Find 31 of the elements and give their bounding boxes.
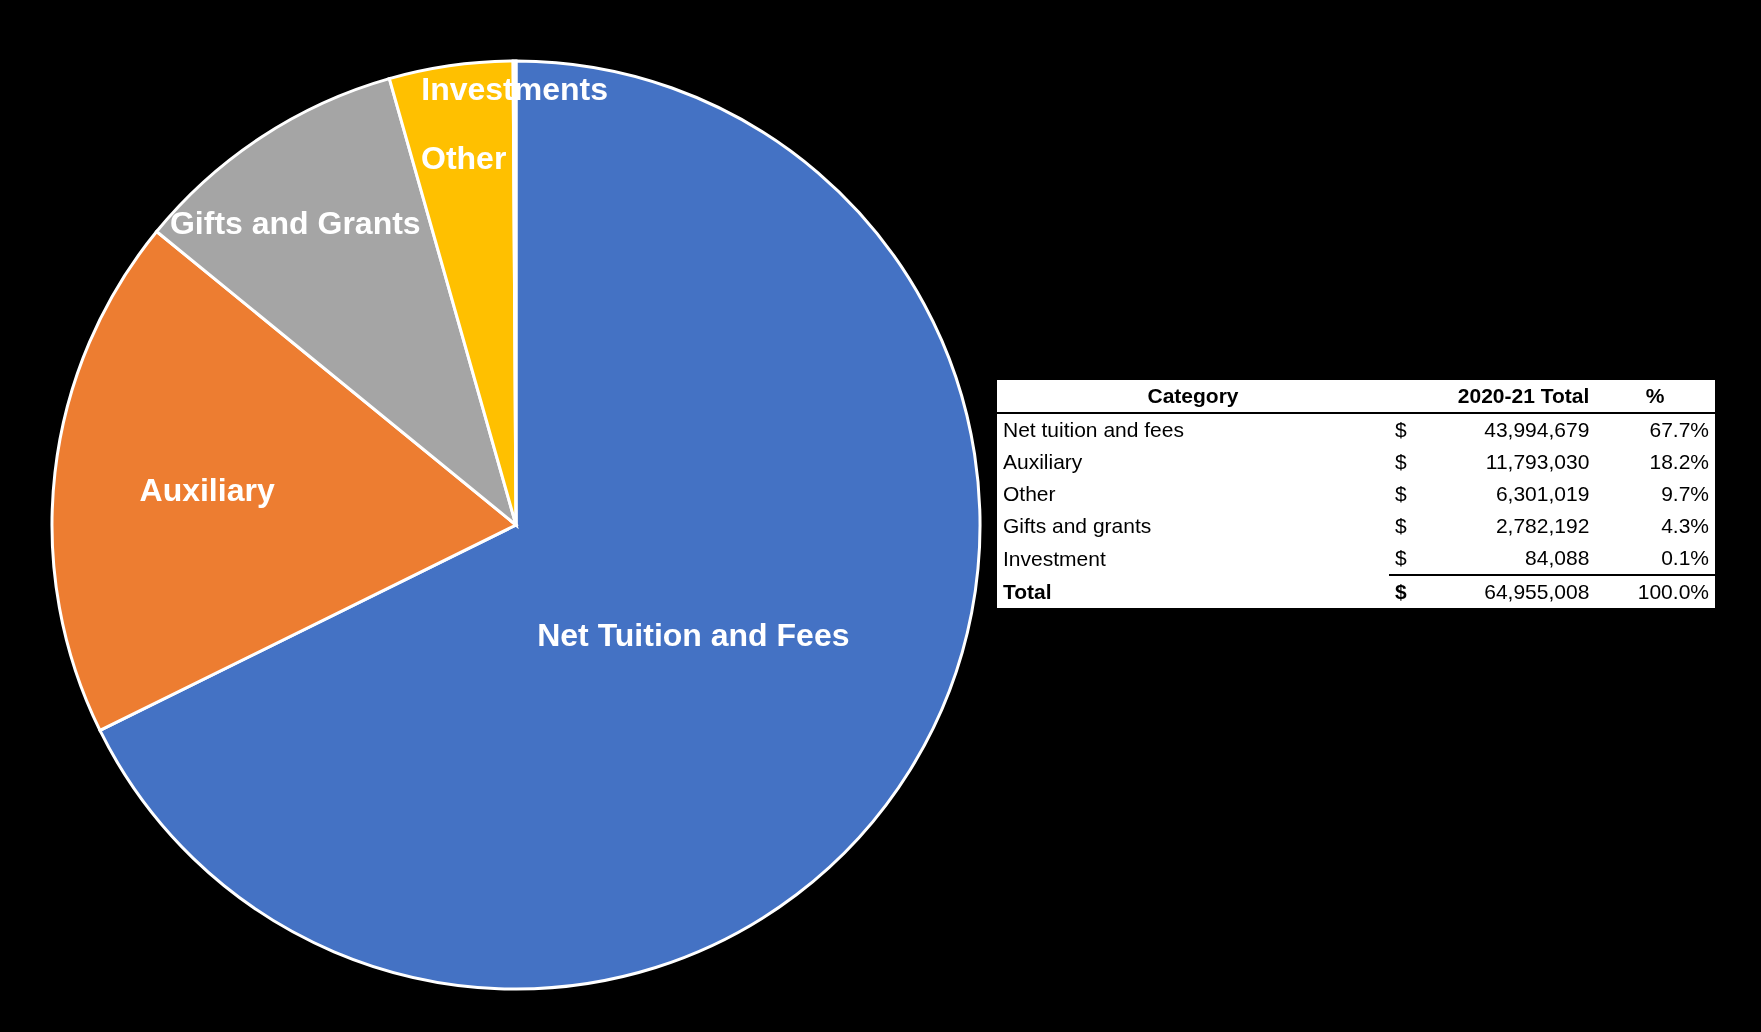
slice-label: Other bbox=[421, 139, 507, 176]
text: 84,088 bbox=[1524, 545, 1591, 571]
text: Gifts and grants bbox=[1002, 513, 1153, 539]
text: $ bbox=[1394, 545, 1408, 571]
text: 18.2% bbox=[1648, 449, 1710, 475]
text: 9.7% bbox=[1660, 481, 1710, 507]
text: Investment bbox=[1002, 545, 1107, 572]
text: $ bbox=[1394, 481, 1408, 507]
text: Net tuition and fees bbox=[1002, 417, 1185, 443]
text: 11,793,030 bbox=[1484, 449, 1591, 475]
text: % bbox=[1595, 380, 1715, 413]
text: 64,955,008 bbox=[1423, 575, 1596, 608]
text: 6,301,019 bbox=[1494, 481, 1591, 507]
text: Other bbox=[1002, 481, 1057, 507]
text: Category bbox=[997, 380, 1389, 413]
text: 67.7% bbox=[1648, 417, 1710, 443]
slice-label: Net Tuition and Fees bbox=[537, 617, 850, 654]
slice-label: Gifts and Grants bbox=[169, 204, 421, 241]
text: 4.3% bbox=[1660, 513, 1710, 539]
text: 2,782,192 bbox=[1494, 513, 1591, 539]
text: 2020-21 Total bbox=[1389, 380, 1596, 413]
slice-label: Auxiliary bbox=[139, 471, 275, 508]
text: 43,994,679 bbox=[1483, 417, 1591, 443]
text: Total bbox=[1002, 578, 1053, 605]
text: $ bbox=[1394, 417, 1408, 443]
text: 0.1% bbox=[1660, 545, 1710, 571]
text: $ bbox=[1394, 449, 1408, 475]
text: $ bbox=[1394, 513, 1408, 539]
text: Auxiliary bbox=[1002, 449, 1084, 475]
text: 100.0% bbox=[1595, 575, 1715, 608]
text: $ bbox=[1389, 575, 1424, 608]
